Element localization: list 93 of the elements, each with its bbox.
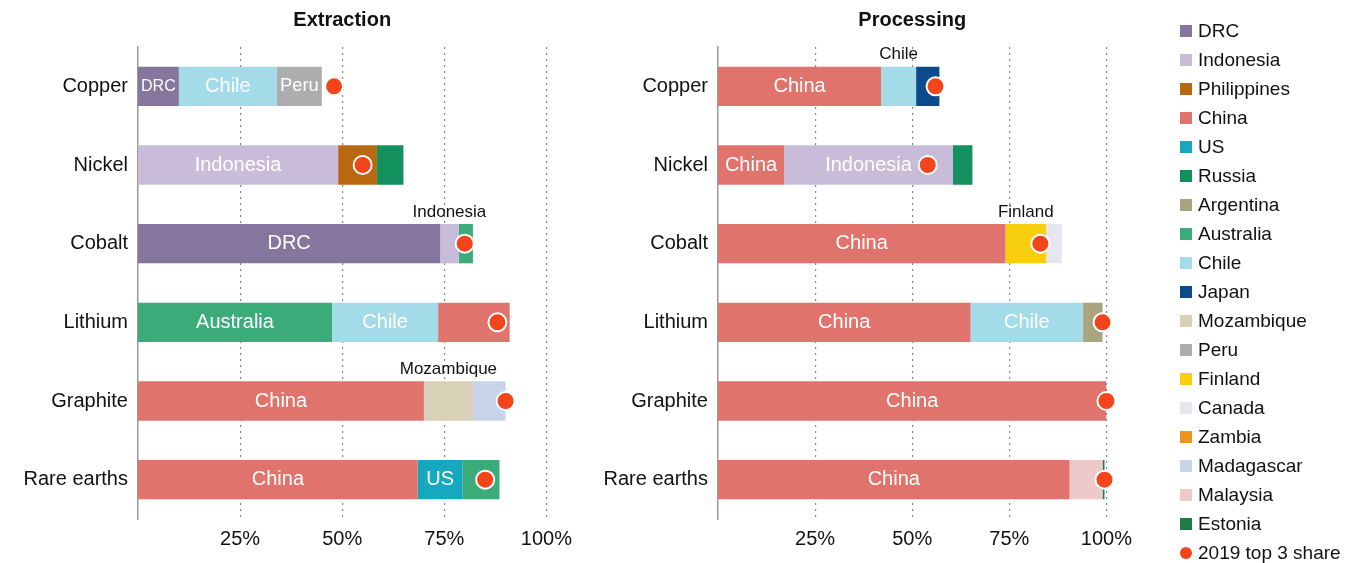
legend-label: Madagascar	[1198, 454, 1303, 477]
data-label: Chile	[362, 309, 408, 332]
legend-label: Australia	[1198, 222, 1272, 245]
y-tick-label: Copper	[642, 73, 709, 96]
bar	[138, 460, 418, 500]
data-label: Australia	[196, 309, 275, 332]
legend-label: Mozambique	[1198, 309, 1307, 332]
x-tick-label: 100%	[520, 526, 573, 549]
bar	[440, 224, 459, 264]
data-label: China	[251, 467, 305, 490]
legend-label: US	[1198, 135, 1225, 158]
bar	[881, 66, 917, 106]
x-tick-label: 75%	[989, 526, 1030, 549]
bar	[970, 302, 1084, 342]
legend-label: Canada	[1198, 396, 1265, 419]
point	[324, 76, 345, 97]
chart-title: Extraction	[293, 7, 392, 30]
point	[1096, 391, 1117, 411]
legend-label: Malaysia	[1198, 483, 1273, 506]
legend-label: DRC	[1198, 19, 1240, 42]
chart-title: Processing	[858, 7, 967, 30]
bar	[332, 302, 439, 342]
legend-label: 2019 top 3 share	[1198, 541, 1341, 563]
y-tick-label: Lithium	[63, 309, 128, 332]
y-tick-label: Graphite	[631, 388, 708, 411]
legend-label: Zambia	[1198, 425, 1262, 448]
data-label: Indonesia	[194, 152, 283, 175]
x-tick-label: 50%	[892, 526, 933, 549]
point	[487, 312, 508, 333]
y-tick-label: Rare earths	[23, 467, 128, 490]
legend-label: Japan	[1198, 280, 1250, 303]
data-label: China	[254, 388, 308, 411]
data-label: Indonesia	[825, 152, 913, 175]
x-tick-label: 50%	[322, 526, 363, 549]
bar	[718, 460, 1070, 500]
legend-label: Finland	[1198, 367, 1261, 390]
data-label: China	[773, 73, 827, 96]
bar	[718, 66, 882, 106]
data-label: DRC	[141, 75, 176, 94]
bar	[718, 302, 971, 342]
x-tick-label: 75%	[424, 526, 465, 549]
point	[1030, 233, 1051, 254]
bar	[1069, 460, 1103, 500]
y-tick-label: Lithium	[643, 309, 708, 332]
data-label: Finland	[997, 201, 1054, 221]
data-label: China	[886, 388, 940, 411]
data-label: China	[835, 231, 889, 254]
point	[1094, 469, 1115, 490]
data-label: Chile	[1004, 309, 1050, 332]
y-tick-label: Nickel	[653, 152, 708, 175]
bar	[784, 145, 953, 185]
data-label: China	[724, 152, 779, 175]
bar	[1046, 224, 1062, 264]
bar	[178, 66, 277, 106]
data-label: Mozambique	[399, 359, 498, 379]
bar	[138, 302, 332, 342]
legend-label: Philippines	[1198, 77, 1290, 100]
y-tick-label: Nickel	[73, 152, 128, 175]
legend-label: Peru	[1198, 338, 1239, 361]
x-tick-label: 25%	[220, 526, 261, 549]
y-tick-label: Cobalt	[650, 231, 709, 254]
y-tick-label: Copper	[62, 73, 129, 96]
legend-label: Chile	[1198, 251, 1242, 274]
bar	[718, 224, 1006, 264]
bar	[138, 145, 339, 185]
y-tick-label: Graphite	[51, 388, 128, 411]
bar	[718, 381, 1107, 421]
data-label: US	[426, 467, 455, 490]
data-label: China	[867, 467, 921, 490]
point	[917, 155, 938, 175]
data-label: Chile	[205, 73, 251, 96]
bar	[138, 381, 424, 421]
legend-label: Estonia	[1198, 512, 1262, 535]
x-tick-label: 25%	[795, 526, 836, 549]
x-tick-label: 100%	[1080, 526, 1133, 549]
bar	[953, 145, 973, 185]
point	[1092, 312, 1113, 333]
bar	[376, 145, 404, 185]
legend-label: Indonesia	[1198, 48, 1281, 71]
point	[495, 391, 516, 411]
y-tick-label: Rare earths	[603, 467, 708, 490]
y-tick-label: Cobalt	[70, 231, 129, 254]
data-label: Chile	[879, 44, 918, 64]
data-label: DRC	[267, 231, 311, 254]
data-label: Indonesia	[412, 201, 487, 221]
data-label: China	[818, 309, 872, 332]
bar	[423, 381, 473, 421]
legend-label: Russia	[1198, 164, 1257, 187]
point	[454, 233, 475, 254]
data-label: Peru	[279, 74, 319, 96]
legend-label: China	[1198, 106, 1248, 129]
legend-label: Argentina	[1198, 193, 1280, 216]
bar	[138, 224, 441, 264]
